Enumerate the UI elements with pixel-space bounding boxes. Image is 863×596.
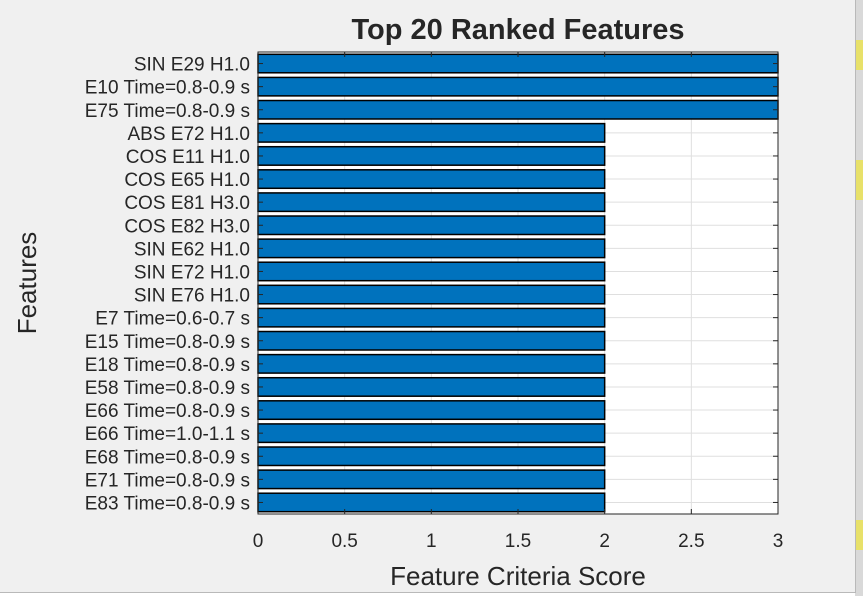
bar (257, 446, 606, 467)
x-tick-label: 0 (253, 531, 264, 552)
x-tick-labels: 0 0.5 1 1.5 2 2.5 3 (253, 531, 784, 552)
y-tick-label: E7 Time=0.6-0.7 s (95, 309, 250, 330)
bar (257, 215, 606, 236)
x-tick-label: 1 (426, 531, 437, 552)
y-tick-label: E71 Time=0.8-0.9 s (85, 470, 250, 491)
bar (257, 169, 606, 190)
x-tick-label: 2.5 (678, 531, 704, 552)
x-tick-label: 1.5 (505, 531, 531, 552)
bar (257, 261, 606, 282)
y-tick-label: SIN E76 H1.0 (134, 286, 250, 307)
y-tick-label: E83 Time=0.8-0.9 s (85, 493, 250, 514)
x-tick-label: 0.5 (331, 531, 357, 552)
bar (257, 122, 606, 143)
chart-title: Top 20 Ranked Features (351, 14, 684, 46)
bar (257, 53, 779, 74)
x-axis-label: Feature Criteria Score (390, 561, 646, 591)
bar (257, 423, 606, 444)
y-tick-label: SIN E72 H1.0 (134, 262, 250, 283)
y-tick-label: E15 Time=0.8-0.9 s (85, 332, 250, 353)
bar (257, 192, 606, 213)
y-tick-label: E18 Time=0.8-0.9 s (85, 355, 250, 376)
bar (257, 469, 606, 490)
y-tick-label: E58 Time=0.8-0.9 s (85, 378, 250, 399)
x-tick-label: 2 (599, 531, 610, 552)
y-tick-label: COS E65 H1.0 (124, 170, 250, 191)
bar (257, 353, 606, 374)
y-tick-label: ABS E72 H1.0 (127, 124, 250, 145)
y-tick-label: SIN E29 H1.0 (134, 55, 250, 76)
bar (257, 330, 606, 351)
y-tick-label: E68 Time=0.8-0.9 s (85, 447, 250, 468)
y-tick-label: COS E11 H1.0 (126, 147, 250, 168)
y-tick-label: E10 Time=0.8-0.9 s (85, 78, 250, 99)
bar (257, 76, 779, 97)
x-tick-label: 3 (773, 531, 784, 552)
y-tick-label: E66 Time=0.8-0.9 s (85, 401, 250, 422)
y-tick-label: SIN E62 H1.0 (134, 239, 250, 260)
bar (257, 492, 606, 513)
y-tick-label: E66 Time=1.0-1.1 s (85, 424, 250, 445)
bar-series (257, 53, 779, 513)
bar (257, 145, 606, 166)
y-tick-label: E75 Time=0.8-0.9 s (85, 101, 250, 122)
bar (257, 376, 606, 397)
tick-marks (257, 52, 779, 514)
bar (257, 400, 606, 421)
bar (257, 284, 606, 305)
bar (257, 307, 606, 328)
y-tick-label: COS E81 H3.0 (124, 193, 250, 214)
bar (257, 238, 606, 259)
y-tick-label: COS E82 H3.0 (124, 216, 250, 237)
y-axis-label: Features (12, 232, 42, 335)
bar (257, 99, 779, 120)
